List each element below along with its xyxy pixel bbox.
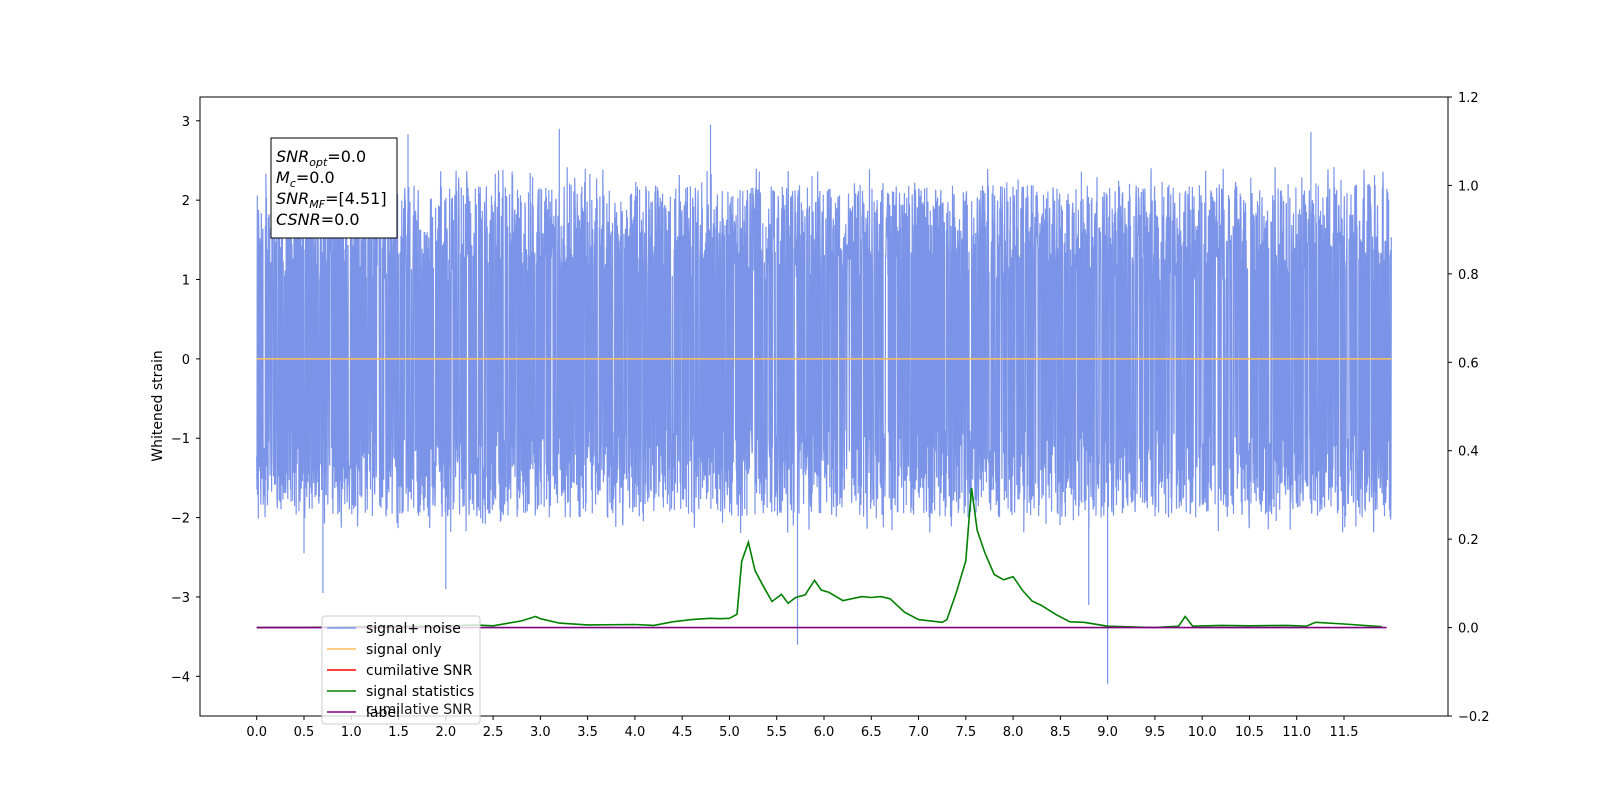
- y-tick-label: 1: [182, 274, 190, 289]
- annotation-line: SNRopt=0.0: [276, 147, 366, 169]
- y2-tick-label: 0.0: [1458, 622, 1479, 637]
- x-tick-label: 5.5: [766, 725, 787, 740]
- x-tick-label: 8.5: [1050, 725, 1071, 740]
- x-tick-label: 7.0: [908, 725, 929, 740]
- y2-tick-label: −0.2: [1458, 710, 1490, 725]
- legend-box: [321, 615, 481, 725]
- y-axis-label: Whitened strain: [150, 350, 166, 461]
- x-tick-label: 2.5: [483, 725, 504, 740]
- x-tick-label: 1.5: [388, 725, 409, 740]
- annotation-line: CSNR=0.0: [276, 210, 360, 229]
- x-tick-label: 9.5: [1145, 725, 1166, 740]
- x-tick-label: 1.0: [341, 725, 362, 740]
- x-tick-label: 11.5: [1330, 725, 1359, 740]
- x-tick-label: 9.0: [1097, 725, 1118, 740]
- legend-label: label: [366, 705, 400, 721]
- x-tick-label: 10.5: [1235, 725, 1264, 740]
- legend-label: signal only: [366, 642, 441, 658]
- x-tick-label: 0.5: [294, 725, 315, 740]
- annotation-line: Mc=0.0: [276, 168, 335, 190]
- annotation-line: SNRMF=[4.51]: [276, 189, 387, 211]
- plot-area: [256, 124, 1392, 685]
- x-tick-label: 4.5: [672, 725, 693, 740]
- y-tick-label: −1: [171, 432, 190, 447]
- y2-tick-label: 1.2: [1458, 91, 1479, 106]
- x-tick-label: 4.0: [625, 725, 646, 740]
- y2-tick-label: 0.4: [1458, 445, 1479, 460]
- legend-label: signal+ noise: [366, 621, 461, 637]
- x-tick-label: 6.5: [861, 725, 882, 740]
- y-tick-label: −4: [171, 670, 190, 685]
- legend-label: cumilative SNR: [366, 663, 473, 679]
- x-tick-label: 2.0: [435, 725, 456, 740]
- y-tick-label: 2: [182, 194, 190, 209]
- series-signal-statistics: [256, 487, 1382, 629]
- x-tick-label: 7.5: [955, 725, 976, 740]
- x-tick-label: 6.0: [814, 725, 835, 740]
- legend: cumilative SNR signal+ noise signal only cu…: [321, 615, 481, 725]
- x-tick-label: 8.0: [1003, 725, 1024, 740]
- y2-tick-label: 0.2: [1458, 533, 1479, 548]
- x-tick-label: 3.0: [530, 725, 551, 740]
- y2-tick-label: 1.0: [1458, 179, 1479, 194]
- annotation-box: [270, 137, 398, 239]
- y-tick-label: −3: [171, 591, 190, 606]
- axes: 0.0 0.5 1.0 1.5 2.0 2.5 3.0 3.5 4.0 4.5 5.0 5.5 6.0 6…: [171, 91, 1490, 740]
- series-signal-noise: [256, 124, 1392, 685]
- y-tick-label: 3: [182, 115, 190, 130]
- y-tick-label: 0: [182, 353, 190, 368]
- y2-tick-label: 0.6: [1458, 356, 1479, 371]
- x-tick-label: 11.0: [1282, 725, 1311, 740]
- x-tick-label: 10.0: [1188, 725, 1217, 740]
- legend-label: signal statistics: [366, 684, 474, 700]
- y-tick-label: −2: [171, 512, 190, 527]
- x-tick-label: 0.0: [246, 725, 267, 740]
- x-tick-label: 5.0: [719, 725, 740, 740]
- legend-ghost-text: cumilative SNR: [366, 702, 473, 718]
- x-tick-label: 3.5: [577, 725, 598, 740]
- y2-tick-label: 0.8: [1458, 268, 1479, 283]
